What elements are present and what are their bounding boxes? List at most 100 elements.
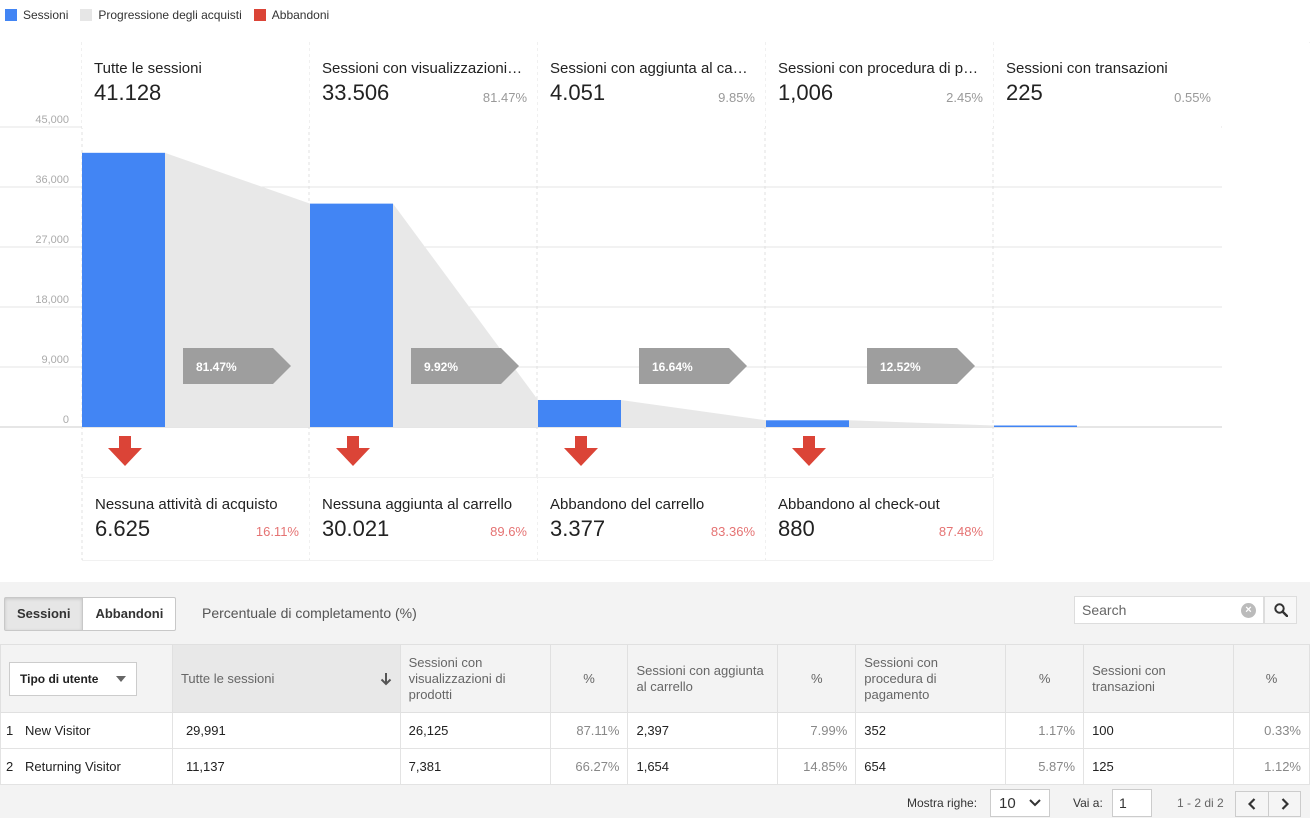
abandon-label: Nessuna aggiunta al carrello (322, 496, 513, 513)
dimension-dropdown[interactable]: Tipo di utente (9, 661, 137, 696)
shopping-funnel: 45,000 36,000 27,000 18,000 9,000 0 81.47% 9.92… (0, 42, 1310, 582)
y-tick-label: 18,000 (35, 294, 69, 306)
report-table-section: Sessioni Abbandoni Percentuale di comple… (0, 582, 1310, 818)
step-card-transactions[interactable]: Sessioni con transazioni 225 0.55% (994, 42, 1221, 128)
prev-page-button[interactable] (1236, 792, 1268, 816)
column-header-transactions[interactable]: Sessioni con transazioni (1083, 644, 1234, 713)
row-user-type-link[interactable]: New Visitor (25, 723, 91, 738)
progression-arrow (411, 348, 519, 384)
abandon-pct: 87.48% (938, 524, 983, 539)
legend-label: Abbandoni (271, 8, 330, 22)
column-header-add-to-cart[interactable]: Sessioni con aggiunta al carrello (627, 644, 779, 713)
progression-arrow (867, 348, 975, 384)
table-row: 1 New Visitor 29,991 26,125 87.11% 2,397 … (0, 712, 1310, 749)
search-button[interactable] (1264, 596, 1297, 624)
legend-label: Progressione degli acquisti (98, 8, 242, 22)
column-header-product-views[interactable]: Sessioni con visualizzazioni di prodotti (399, 644, 551, 713)
abandon-arrow-icon (564, 436, 598, 466)
next-page-button[interactable] (1268, 792, 1300, 816)
goto-label: Vai a: (1073, 796, 1103, 810)
column-header-all-sessions[interactable]: Tutte le sessioni (171, 644, 401, 713)
legend-swatch-abandonments (253, 9, 266, 21)
table-cell: 26,125 (399, 712, 551, 749)
table-cell: 29,991 (171, 712, 401, 749)
abandon-card-no-shopping[interactable]: Nessuna attività di acquisto 6.625 16.11… (83, 478, 309, 560)
tab-abandonments[interactable]: Abbandoni (95, 606, 164, 621)
step-value: 4.051 (550, 80, 606, 105)
abandon-arrow-icon (108, 436, 142, 466)
step-card-add-to-cart[interactable]: Sessioni con aggiunta al ca… 4.051 9.85% (538, 42, 765, 128)
legend-item-abandonments[interactable]: Abbandoni (253, 8, 330, 22)
chevron-right-icon (1281, 798, 1289, 810)
legend-item-progression[interactable]: Progressione degli acquisti (80, 8, 242, 22)
abandon-value: 3.377 (550, 516, 606, 541)
step-label: Sessioni con visualizzazioni… (322, 60, 523, 77)
table-cell: 7,381 (399, 748, 551, 785)
funnel-chart: 45,000 36,000 27,000 18,000 9,000 0 81.47% 9.92… (0, 42, 1310, 561)
abandon-value: 30.021 (322, 516, 390, 541)
clear-icon[interactable]: × (1241, 603, 1256, 618)
y-tick-label: 36,000 (35, 174, 69, 186)
progression-area (849, 420, 994, 427)
abandon-card-no-cart[interactable]: Nessuna aggiunta al carrello 30.021 89.6… (310, 478, 537, 560)
abandon-arrow-icon (336, 436, 370, 466)
chevron-down-icon (1029, 799, 1041, 807)
step-card-product-views[interactable]: Sessioni con visualizzazioni… 33.506 81.… (310, 42, 537, 128)
rows-label: Mostra righe: (907, 796, 978, 810)
column-header-pct[interactable]: % (777, 644, 857, 713)
abandon-card-cart[interactable]: Abbandono del carrello 3.377 83.36% (538, 478, 765, 560)
table-cell: 654 (855, 748, 1007, 785)
step-value: 33.506 (322, 80, 390, 105)
table-cell-pct: 5.87% (1005, 748, 1085, 785)
abandon-card-checkout[interactable]: Abbandono al check-out 880 87.48% (766, 478, 993, 560)
abandon-value: 6.625 (95, 516, 151, 541)
table-cell: 100 (1083, 712, 1234, 749)
dimension-label: Tipo di utente (20, 671, 99, 686)
rows-per-page-select[interactable]: 10 (990, 789, 1050, 817)
column-header-pct[interactable]: % (1232, 644, 1310, 713)
table-header-row: Tipo di utente Tutte le sessioni Session… (0, 644, 1310, 713)
chevron-left-icon (1248, 798, 1256, 810)
legend-swatch-sessions (5, 9, 17, 21)
step-label: Sessioni con aggiunta al ca… (550, 60, 748, 77)
data-table: Tipo di utente Tutte le sessioni Session… (0, 644, 1310, 785)
search-input[interactable] (1075, 597, 1235, 623)
step-card-checkout[interactable]: Sessioni con procedura di p… 1,006 2.45% (766, 42, 993, 128)
table-cell-pct: 87.11% (549, 712, 629, 749)
y-tick-label: 45,000 (35, 114, 69, 126)
table-cell-pct: 66.27% (549, 748, 629, 785)
completion-rate-toggle[interactable]: Percentuale di completamento (%) (202, 605, 417, 621)
progression-area (165, 152, 310, 427)
search-box: × (1074, 596, 1264, 624)
sort-arrow-down-icon (380, 672, 391, 685)
chart-legend: Sessioni Progressione degli acquisti Abb… (5, 8, 329, 22)
goto-page-input[interactable]: 1 (1112, 789, 1152, 817)
step-label: Sessioni con procedura di p… (778, 60, 979, 77)
table-cell-pct: 0.33% (1232, 712, 1310, 749)
column-header-pct[interactable]: % (1005, 644, 1085, 713)
progression-arrow (639, 348, 747, 384)
abandon-arrow-icon (792, 436, 826, 466)
funnel-bar (538, 399, 621, 427)
legend-item-sessions[interactable]: Sessioni (5, 8, 68, 22)
table-cell: 352 (855, 712, 1007, 749)
progression-arrow (183, 348, 291, 384)
column-header-pct[interactable]: % (549, 644, 629, 713)
table-cell: 125 (1083, 748, 1234, 785)
table-cell-pct: 1.17% (1005, 712, 1085, 749)
funnel-bar (310, 203, 393, 427)
search-icon (1273, 603, 1288, 617)
abandon-pct: 83.36% (710, 524, 755, 539)
page-info: 1 - 2 di 2 (1177, 796, 1224, 810)
metric-tabs: Sessioni Abbandoni (4, 597, 177, 631)
step-card-all-sessions[interactable]: Tutte le sessioni 41.128 (82, 42, 309, 128)
row-dimension-cell: 1 New Visitor (0, 712, 173, 749)
column-header-checkout[interactable]: Sessioni con procedura di pagamento (855, 644, 1007, 713)
table-cell: 11,137 (171, 748, 401, 785)
y-tick-label: 27,000 (35, 234, 69, 246)
y-tick-label: 0 (63, 414, 69, 426)
row-user-type-link[interactable]: Returning Visitor (25, 759, 121, 774)
step-label: Sessioni con transazioni (1006, 60, 1168, 77)
table-cell: 2,397 (627, 712, 779, 749)
tab-sessions[interactable]: Sessioni (5, 598, 84, 630)
